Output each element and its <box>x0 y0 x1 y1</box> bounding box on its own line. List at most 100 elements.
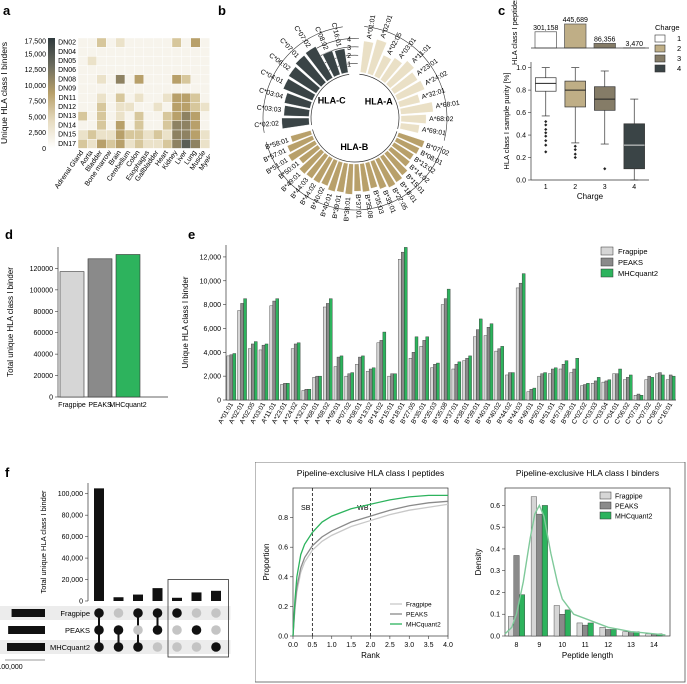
heatmap-cell <box>134 47 144 57</box>
colorbar-tick-label: 0 <box>42 146 46 153</box>
colorbar-tick-label: 10,000 <box>25 83 47 90</box>
allele-label: B*58:01 <box>265 137 290 151</box>
legend-label: 1 <box>677 34 681 43</box>
allele-bar <box>398 259 402 401</box>
allele-bar <box>296 342 301 401</box>
allele-label: C*04:01 <box>259 69 284 86</box>
intersection-bar <box>152 588 163 601</box>
box-outlier <box>573 144 577 148</box>
allele-label: C*02:02 <box>254 120 279 129</box>
heatmap-cell <box>87 92 98 103</box>
allele-binders-panel: e 0 2,000 4,000 6,000 8,000 10,000 12,000 Uniqu… <box>181 227 676 426</box>
heatmap-cell <box>105 47 116 57</box>
heatmap-cell <box>181 83 191 94</box>
allele-binders-chart: 0 2,000 4,000 6,000 8,000 10,000 12,000 Unique … <box>181 245 676 426</box>
heatmap-cell <box>96 111 107 121</box>
heatmap-cell <box>162 65 173 75</box>
y-tick-label: 120000 <box>30 266 53 273</box>
hist-bar <box>519 594 525 637</box>
heatmap-cell <box>162 138 173 149</box>
matrix-dot <box>191 625 202 635</box>
allele-bar <box>494 350 498 401</box>
box-outlier <box>544 119 548 124</box>
heatmap-cell <box>199 120 210 131</box>
allele-bar <box>601 381 606 401</box>
allele-bar <box>529 389 534 401</box>
heatmap-cell <box>134 83 144 94</box>
heatmap-cell <box>87 129 98 140</box>
allele-bar <box>275 298 279 401</box>
threshold-label: WB <box>357 505 369 512</box>
heatmap-cell <box>96 47 107 57</box>
legend-swatch <box>600 257 614 267</box>
allele-bar <box>404 247 408 401</box>
allele-bar <box>618 368 622 401</box>
radial-bar <box>374 156 396 188</box>
heatmap-cell <box>105 37 116 48</box>
allele-bar <box>486 327 491 401</box>
heatmap-cell <box>134 120 144 131</box>
hist-title: Pipeline-exclusive HLA class I binders <box>516 468 659 478</box>
radial-bar <box>396 132 425 148</box>
allele-bar <box>237 310 241 401</box>
heatmap-panel: a 17,500 15,000 12,500 10,000 7,500 5,000 2,50… <box>0 3 210 190</box>
heatmap-cell <box>181 56 191 66</box>
box-outlier <box>544 150 548 154</box>
matrix-dot <box>211 608 221 618</box>
heatmap-cell <box>143 129 154 140</box>
heatmap-cell <box>190 65 201 75</box>
matrix-dot <box>94 642 104 652</box>
allele-label: B*39:01 <box>332 194 344 219</box>
y-tick-label: 0.6 <box>278 545 288 552</box>
legend-swatch <box>600 268 614 278</box>
matrix-dot <box>191 608 202 618</box>
heatmap-cell <box>152 47 163 57</box>
line-ylabel: Proportion <box>262 544 271 581</box>
heatmap-cell <box>162 129 173 140</box>
legend-swatch <box>654 54 666 63</box>
x-tick-label: 9 <box>537 642 541 649</box>
allele-bar <box>258 349 263 401</box>
hist-bar <box>599 627 606 637</box>
allele-bar <box>411 352 416 401</box>
heatmap-cell <box>134 138 144 149</box>
heatmap-cell <box>190 92 201 103</box>
heatmap-ylabel: Unique HLA class I binders <box>0 42 9 144</box>
heatmap-cell <box>77 129 88 140</box>
heatmap-cell <box>134 74 144 85</box>
heatmap-colorbar: 17,500 15,000 12,500 10,000 7,500 5,000 2,500 0 <box>25 38 55 153</box>
heatmap-cell <box>171 92 182 103</box>
y-tick-label: 0.4 <box>516 133 526 140</box>
box-outlier <box>544 127 548 132</box>
allele-bar <box>315 375 319 401</box>
heatmap-cell <box>199 47 210 57</box>
upset-ylabel: Total unique HLA class I binder <box>39 490 48 593</box>
heatmap-cell <box>124 92 135 103</box>
y-tick-label: 40000 <box>34 352 54 359</box>
allele-bar <box>489 323 494 401</box>
allele-bar <box>457 361 462 401</box>
allele-bar <box>511 372 515 401</box>
charge-chart: HLA class I peptides 301,158 445,689 86,356… <box>502 0 681 201</box>
heatmap-cell <box>162 83 173 94</box>
matrix-dot <box>113 608 124 618</box>
allele-bar <box>658 372 662 401</box>
radial-bar <box>298 144 321 164</box>
heatmap-cell <box>152 102 163 112</box>
legend-label: PEAKS <box>406 612 428 619</box>
box-outlier <box>544 139 548 143</box>
heatmap-cell <box>162 74 173 85</box>
radial-bar <box>400 114 427 124</box>
radial-bar <box>394 137 420 155</box>
y-tick-label: 60,000 <box>62 534 84 541</box>
heatmap-cell <box>87 74 98 85</box>
y-tick-label: 0.2 <box>278 604 288 611</box>
legend-label: PEAKS <box>618 258 643 267</box>
heatmap-cell <box>96 83 107 94</box>
x-tick-label: 2.5 <box>385 642 395 649</box>
panel-label-a: a <box>3 3 11 18</box>
heatmap-cell <box>87 83 98 94</box>
heatmap-cell <box>181 102 191 112</box>
y-tick-label: 20,000 <box>62 577 84 584</box>
exclusive-panel: Pipeline-exclusive HLA class I peptides 0… <box>255 462 686 683</box>
